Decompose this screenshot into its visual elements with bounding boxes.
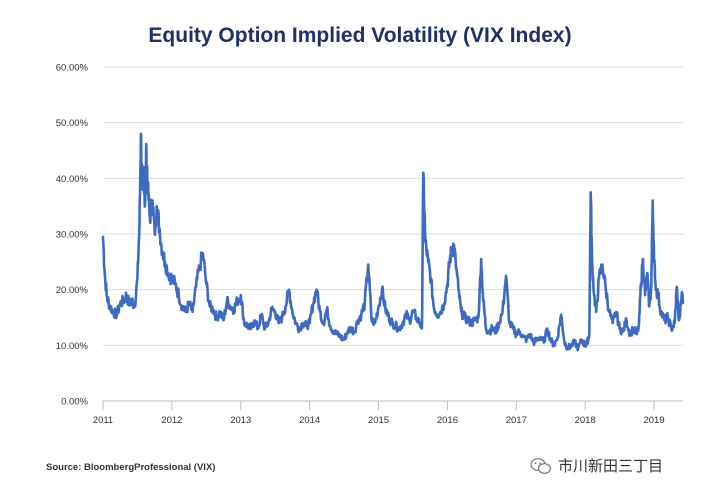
series-layer xyxy=(101,132,685,352)
watermark: 市川新田三丁目 xyxy=(530,455,663,476)
y-tick-label: 20.00% xyxy=(56,285,89,296)
watermark-text: 市川新田三丁目 xyxy=(558,458,664,475)
x-tick-label: 2015 xyxy=(368,415,389,426)
x-tick-label: 2017 xyxy=(506,415,527,426)
x-tick-label: 2016 xyxy=(437,415,458,426)
x-tick-label: 2018 xyxy=(575,415,596,426)
source-note: Source: BloombergProfessional (VIX) xyxy=(46,462,216,473)
y-tick-label: 0.00% xyxy=(61,397,88,408)
y-tick-label: 40.00% xyxy=(56,174,89,185)
wechat-icon xyxy=(530,457,552,474)
x-tick-label: 2013 xyxy=(230,415,251,426)
chart-title: Equity Option Implied Volatility (VIX In… xyxy=(148,24,572,47)
x-tick-label: 2011 xyxy=(93,415,113,426)
x-tick-label: 2019 xyxy=(643,415,664,426)
y-tick-label: 60.00% xyxy=(56,63,89,74)
x-tick-label: 2012 xyxy=(161,415,182,426)
x-axis: 2011 2012 2013 2014 2015 2016 2017 2018 2019 xyxy=(93,400,683,426)
y-tick-label: 10.00% xyxy=(56,341,89,352)
y-tick-label: 50.00% xyxy=(56,118,89,129)
y-tick-label: 30.00% xyxy=(56,230,89,241)
x-tick-label: 2014 xyxy=(299,415,320,426)
vix-series-line xyxy=(101,132,685,352)
y-axis-ticks: 0.00% 10.00% 20.00% 30.00% 40.00% 50.00% 60.00… xyxy=(56,63,89,408)
